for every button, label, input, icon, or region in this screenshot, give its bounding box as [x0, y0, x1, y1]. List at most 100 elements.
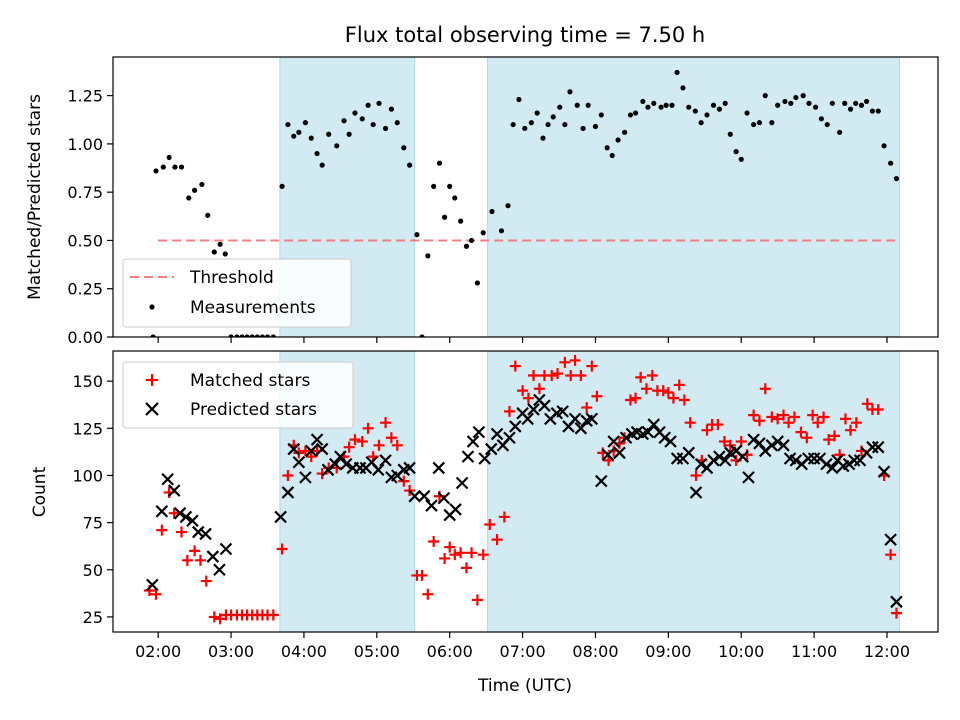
matched-point: [343, 441, 355, 453]
matched-point: [678, 394, 690, 406]
measurement-point: [722, 100, 728, 106]
predicted-point: [417, 489, 431, 503]
matched-point: [845, 424, 857, 436]
predicted-point: [689, 486, 703, 499]
legend-measurements-label: Measurements: [190, 298, 316, 318]
measurement-point: [812, 104, 819, 110]
measurement-point: [744, 110, 750, 116]
matched-point: [398, 475, 410, 487]
measurement-point: [858, 102, 865, 108]
matched-point: [635, 371, 647, 383]
measurement-point: [751, 121, 757, 128]
y-tick-label: 125: [72, 419, 103, 438]
predicted-point: [509, 420, 522, 433]
matched-point: [517, 385, 529, 397]
measurement-point: [710, 102, 717, 108]
matched-point: [509, 360, 521, 372]
measurement-point: [788, 100, 794, 106]
top-y-axis-label: Matched/Predicted stars: [25, 94, 45, 300]
matched-point: [176, 526, 188, 538]
predicted-point: [718, 454, 732, 467]
matched-point: [546, 370, 558, 382]
measurement-point: [562, 121, 568, 128]
measurement-point: [592, 123, 599, 130]
matched-point: [807, 409, 819, 421]
matched-point: [684, 417, 696, 429]
predicted-point: [155, 505, 169, 518]
y-tick-label: 50: [83, 561, 103, 580]
matched-point: [724, 439, 736, 451]
predicted-point: [765, 439, 779, 452]
matched-point: [449, 549, 461, 561]
predicted-point: [146, 578, 159, 592]
measurement-point: [505, 203, 511, 209]
matched-point: [662, 386, 674, 398]
bottom-y-axis-label: Count: [30, 466, 50, 517]
predicted-point: [713, 450, 726, 463]
predicted-point: [556, 405, 569, 418]
matched-point: [646, 370, 658, 382]
predicted-point: [379, 454, 392, 467]
predicted-point: [527, 403, 540, 416]
predicted-point: [613, 446, 626, 460]
x-tick-label: 04:00: [281, 642, 327, 661]
measurement-point: [528, 120, 534, 126]
predicted-point: [503, 431, 516, 445]
matched-point: [416, 569, 428, 581]
legend-matched-label: Matched stars: [190, 371, 310, 391]
y-tick-label: 150: [72, 372, 103, 391]
measurement-point: [291, 133, 297, 139]
predicted-point: [682, 446, 696, 460]
measurement-point: [692, 108, 698, 114]
predicted-point: [321, 463, 335, 477]
measurement-point: [550, 114, 556, 120]
measurement-point: [580, 125, 586, 132]
predicted-point: [315, 442, 329, 456]
predicted-point: [292, 455, 306, 469]
matched-point: [455, 547, 467, 559]
matched-point: [839, 413, 851, 425]
predicted-point: [647, 418, 661, 431]
predicted-point: [753, 437, 766, 450]
measurement-point: [222, 251, 228, 257]
measurement-point: [436, 160, 443, 166]
predicted-point: [472, 425, 486, 439]
predicted-point: [789, 454, 803, 467]
predicted-point: [490, 427, 504, 441]
predicted-point: [274, 510, 287, 524]
predicted-point: [641, 425, 655, 439]
measurement-point: [452, 195, 458, 201]
predicted-point: [607, 435, 620, 448]
measurement-point: [875, 108, 881, 114]
matched-point: [766, 411, 778, 423]
measurement-point: [365, 102, 371, 108]
measurement-point: [609, 152, 615, 159]
observing-interval-1: [487, 57, 900, 337]
measurement-point: [622, 129, 628, 135]
matched-point: [362, 422, 374, 434]
measurement-point: [510, 121, 516, 128]
predicted-point: [619, 431, 633, 445]
matched-point: [422, 588, 434, 600]
predicted-point: [425, 499, 438, 512]
x-tick-label: 09:00: [645, 642, 691, 661]
measurement-point: [762, 93, 768, 99]
predicted-point: [466, 435, 480, 448]
matched-point: [783, 417, 795, 429]
measurement-point: [341, 118, 347, 124]
x-tick-label: 02:00: [135, 642, 181, 661]
predicted-point: [179, 510, 193, 524]
measurement-point: [847, 106, 854, 112]
measurement-point: [842, 100, 848, 106]
measurement-point: [769, 120, 775, 126]
measurement-point: [370, 121, 376, 128]
measurement-point: [463, 243, 470, 249]
matched-point: [349, 434, 361, 446]
measurement-point: [489, 208, 495, 215]
x-tick-label: 06:00: [427, 642, 473, 661]
measurement-point: [522, 125, 528, 132]
measurement-point: [234, 334, 240, 337]
measurement-point: [376, 100, 382, 106]
predicted-point: [538, 399, 551, 412]
matched-point: [772, 413, 784, 425]
